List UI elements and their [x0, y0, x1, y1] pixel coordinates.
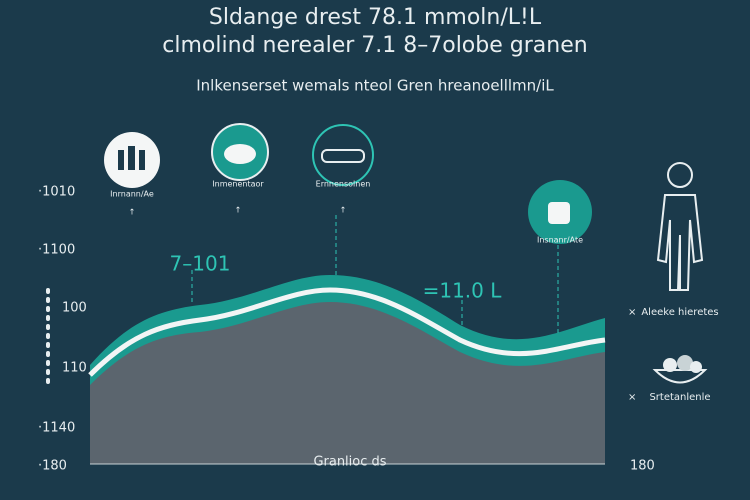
icon-label: Inmenentaor [212, 180, 264, 189]
icon-label: Ernnensolnen [316, 180, 371, 189]
annotation: =11.0 L [423, 279, 503, 303]
bowl-icon [652, 355, 708, 384]
title-line: clmolind nerealer 7.1 8–7olobe granen [162, 33, 587, 58]
footer: Granlioc ds [313, 455, 386, 470]
axis-label: ·180 [38, 459, 67, 474]
icon: Insnanr/Ate [528, 180, 592, 245]
icon-label: Insnanr/Ate [537, 236, 583, 245]
marker: × [628, 392, 636, 403]
axis-label: ·1100 [38, 243, 75, 258]
icon: Inrnann/Ae ↑ [104, 132, 160, 217]
svg-text:↑: ↑ [129, 208, 136, 217]
axis-label: ·1140 [38, 421, 75, 436]
axis-label: 110 [62, 361, 87, 376]
icon-label: Inrnann/Ae [110, 190, 154, 199]
axis-label: 180 [630, 459, 655, 474]
svg-text:↑: ↑ [340, 206, 347, 215]
title-line: Sldange drest 78.1 mmoln/L!L [209, 5, 542, 30]
marker: × [628, 307, 636, 318]
white-stripe [88, 287, 606, 377]
side-label: Srtetanlenle [649, 392, 710, 403]
svg-text:↑: ↑ [235, 206, 242, 215]
leaders [191, 215, 559, 335]
person-icon [656, 162, 704, 291]
gray-area [90, 302, 605, 464]
axis-label: ·1010 [38, 185, 75, 200]
side-label: Aleeke hieretes [641, 307, 718, 318]
annotation: 7–101 [170, 252, 231, 276]
icon: Inmenentaor ↑ [211, 123, 269, 215]
subtitle: Inlkenserset wemals nteol Gren hreanoell… [196, 77, 554, 95]
icon: Ernnensolnen ↑ [312, 124, 374, 215]
axis-label: 100 [62, 301, 87, 316]
